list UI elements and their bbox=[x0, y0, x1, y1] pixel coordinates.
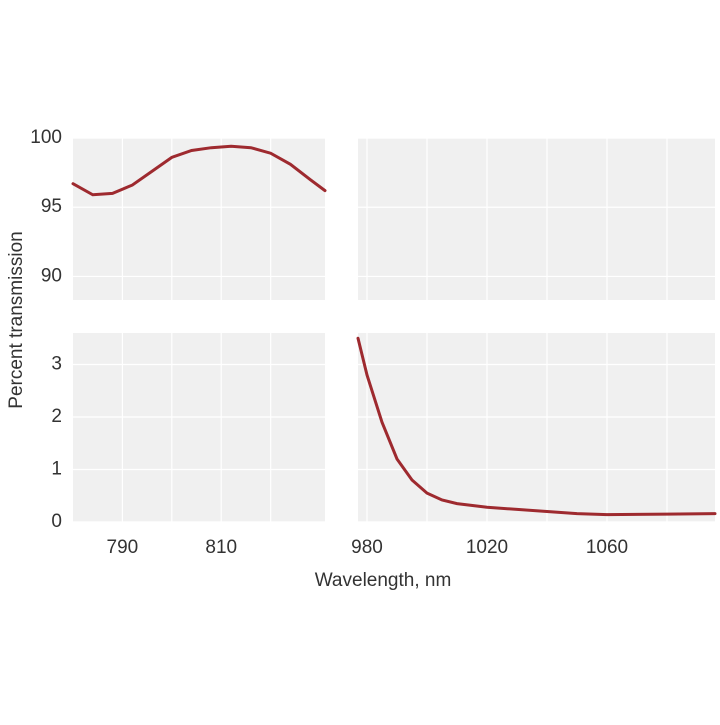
panel bbox=[73, 333, 325, 522]
y-tick-label: 100 bbox=[30, 127, 62, 148]
y-tick-label: 3 bbox=[51, 354, 62, 375]
x-tick-label: 980 bbox=[351, 537, 383, 558]
panel bbox=[73, 138, 325, 300]
data-line bbox=[71, 144, 327, 197]
data-line bbox=[356, 336, 717, 517]
y-tick-label: 95 bbox=[41, 196, 62, 217]
x-tick-label: 1020 bbox=[466, 537, 508, 558]
x-axis-title: Wavelength, nm bbox=[315, 570, 452, 591]
y-tick-label: 1 bbox=[51, 459, 62, 480]
x-tick-label: 790 bbox=[107, 537, 139, 558]
panel bbox=[358, 138, 715, 300]
x-tick-label: 810 bbox=[205, 537, 237, 558]
x-tick-label: 1060 bbox=[586, 537, 628, 558]
panel bbox=[358, 333, 715, 522]
grid bbox=[73, 137, 715, 523]
y-tick-label: 2 bbox=[51, 406, 62, 427]
y-axis-title: Percent transmission bbox=[6, 231, 27, 408]
y-tick-label: 90 bbox=[41, 265, 62, 286]
y-tick-label: 0 bbox=[51, 511, 62, 532]
